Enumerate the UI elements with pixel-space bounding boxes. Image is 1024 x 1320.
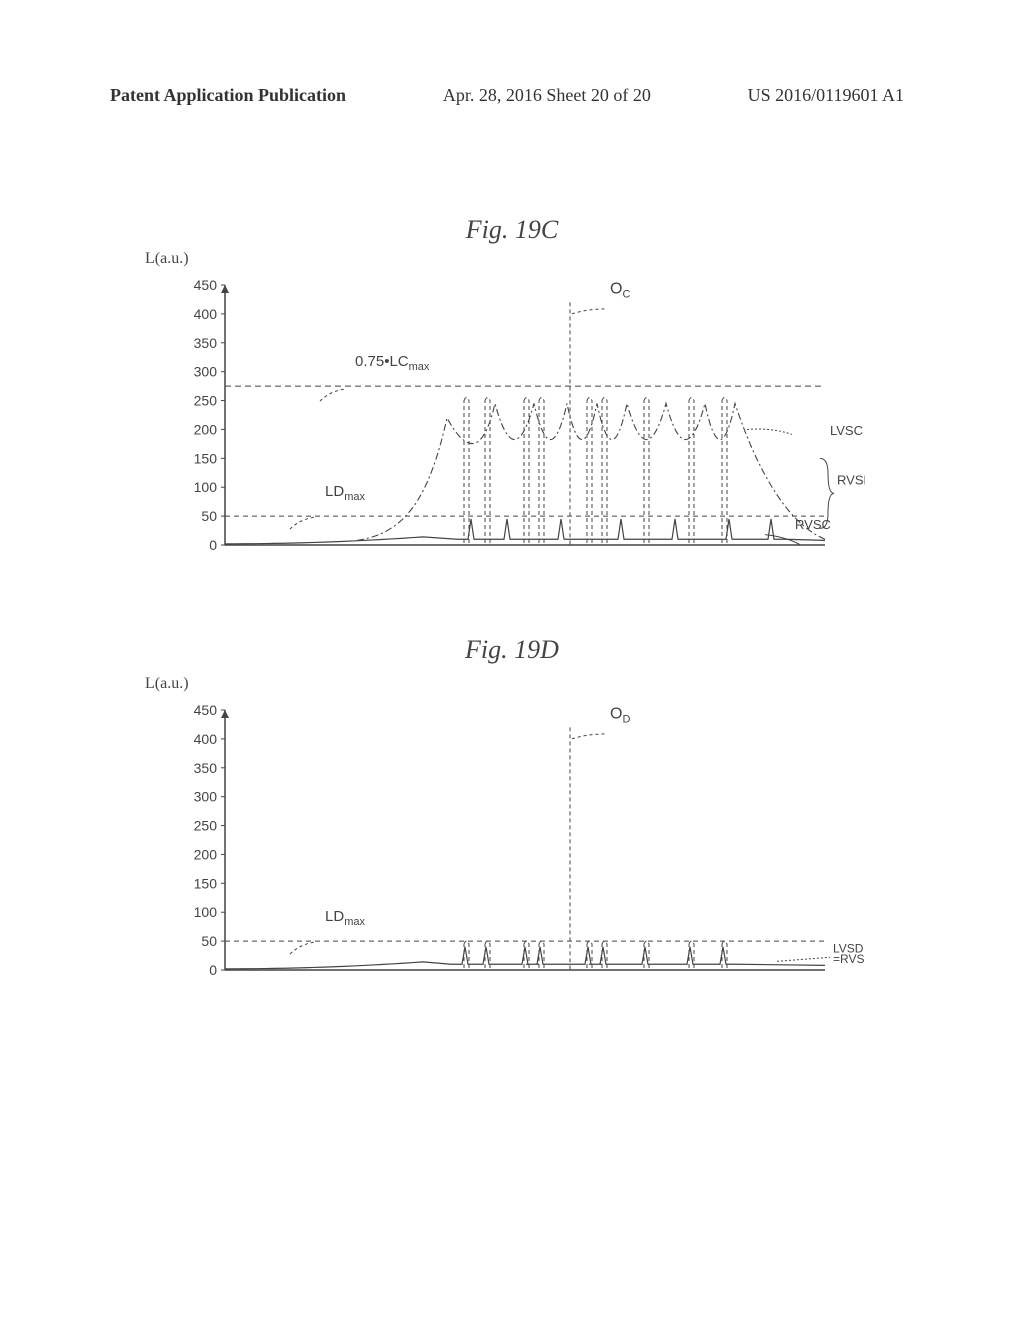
svg-text:200: 200 xyxy=(194,846,218,862)
fig-19d-title: Fig. 19D xyxy=(465,635,559,665)
svg-text:RVSC: RVSC xyxy=(795,517,831,532)
chart-19d: L(a.u.) 050100150200250300350400450LDmax… xyxy=(165,685,865,980)
svg-text:OD: OD xyxy=(610,706,630,726)
ylabel-19c: L(a.u.) xyxy=(145,250,189,268)
page-header: Patent Application Publication Apr. 28, … xyxy=(0,85,1024,106)
svg-text:450: 450 xyxy=(194,702,218,718)
svg-text:400: 400 xyxy=(194,306,218,322)
chart-19c: L(a.u.) 050100150200250300350400450LDmax… xyxy=(165,260,865,555)
svg-text:=RVSC: =RVSC xyxy=(833,952,865,966)
header-right: US 2016/0119601 A1 xyxy=(748,85,904,106)
svg-text:LDmax: LDmax xyxy=(325,483,365,503)
svg-text:0: 0 xyxy=(209,962,217,978)
svg-text:300: 300 xyxy=(194,789,218,805)
svg-text:0.75•LCmax: 0.75•LCmax xyxy=(355,353,430,373)
svg-text:RVSB: RVSB xyxy=(837,472,865,487)
svg-text:300: 300 xyxy=(194,364,218,380)
svg-text:400: 400 xyxy=(194,731,218,747)
svg-text:250: 250 xyxy=(194,818,218,834)
svg-text:250: 250 xyxy=(194,393,218,409)
svg-text:LDmax: LDmax xyxy=(325,908,365,928)
svg-text:LVSC: LVSC xyxy=(830,423,863,438)
ylabel-19d: L(a.u.) xyxy=(145,675,189,693)
chart-19c-svg: 0 50 100 150 200 250 300 350 400 450 LDmax 0.75•LCm… xyxy=(165,260,865,555)
svg-text:150: 150 xyxy=(194,450,218,466)
svg-text:50: 50 xyxy=(201,508,217,524)
chart-19d-svg: 050100150200250300350400450LDmaxODLVSD=R… xyxy=(165,685,865,980)
svg-text:50: 50 xyxy=(201,933,217,949)
svg-text:450: 450 xyxy=(194,277,218,293)
svg-text:0: 0 xyxy=(209,537,217,553)
header-left: Patent Application Publication xyxy=(110,85,346,106)
svg-text:100: 100 xyxy=(194,904,218,920)
svg-text:150: 150 xyxy=(194,875,218,891)
svg-text:200: 200 xyxy=(194,421,218,437)
svg-text:350: 350 xyxy=(194,760,218,776)
svg-text:100: 100 xyxy=(194,479,218,495)
header-mid: Apr. 28, 2016 Sheet 20 of 20 xyxy=(443,85,651,106)
svg-text:OC: OC xyxy=(610,281,630,301)
svg-text:350: 350 xyxy=(194,335,218,351)
fig-19c-title: Fig. 19C xyxy=(466,215,558,245)
